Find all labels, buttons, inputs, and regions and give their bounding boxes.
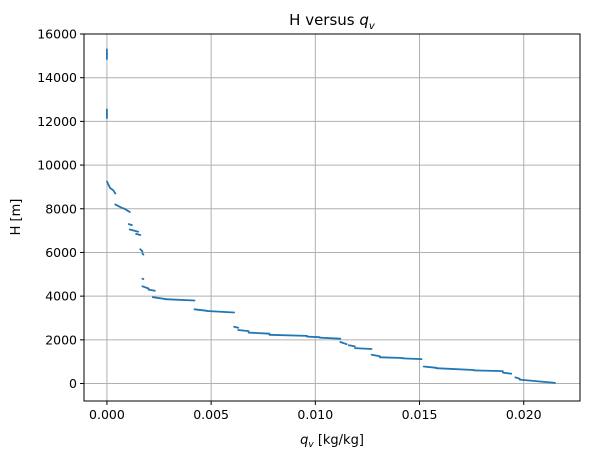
y-tick-label: 6000 (45, 245, 77, 260)
x-tick-label: 0.000 (89, 407, 125, 422)
y-tick-label: 12000 (37, 114, 77, 129)
y-tick-label: 0 (69, 376, 77, 391)
data-segment (514, 376, 521, 380)
y-tick-label: 4000 (45, 289, 77, 304)
data-segment (141, 285, 150, 290)
data-segment (237, 329, 250, 333)
chart-title: H versus qv (289, 11, 376, 32)
data-segment (127, 223, 133, 227)
y-axis-label: H [m] (9, 199, 24, 236)
y-tick-label: 14000 (37, 70, 77, 85)
data-segment (106, 180, 117, 195)
x-axis-ticks: 0.000 0.005 0.010 0.015 0.020 (89, 401, 542, 422)
data-segment (247, 331, 271, 335)
data-segment (193, 308, 208, 312)
x-axis-label: qv [kg/kg] (300, 433, 364, 450)
data-segment (233, 325, 240, 329)
x-tick-label: 0.020 (506, 407, 542, 422)
data-segment (339, 341, 348, 346)
data-segment (472, 369, 504, 373)
y-tick-label: 16000 (37, 27, 77, 42)
data-segment (401, 357, 423, 361)
x-tick-label: 0.015 (402, 407, 438, 422)
y-tick-label: 2000 (45, 332, 77, 347)
data-segment (518, 378, 556, 384)
data-segment (318, 336, 342, 340)
x-tick-label: 0.005 (193, 407, 229, 422)
data-segment (501, 371, 513, 375)
data-segment (151, 296, 167, 300)
data-segment (147, 288, 156, 292)
data-segment (347, 344, 356, 348)
data-segment (128, 228, 140, 233)
data-series (106, 48, 556, 384)
data-segment (139, 248, 144, 253)
data-segment (114, 203, 131, 213)
data-segment (353, 347, 373, 350)
data-segment (306, 335, 321, 339)
plot-frame (83, 33, 581, 402)
data-segment (435, 367, 475, 371)
x-tick-label: 0.010 (297, 407, 333, 422)
data-segment (164, 298, 196, 302)
data-segment (135, 232, 142, 236)
y-tick-label: 8000 (45, 201, 77, 216)
y-axis-ticks: 0 2000 4000 6000 8000 10000 12000 14000 16000 (37, 27, 84, 391)
data-segment (206, 310, 236, 314)
data-segment (370, 353, 381, 358)
data-segment (422, 365, 438, 369)
data-segment (268, 333, 308, 337)
data-segment (141, 252, 145, 256)
y-tick-label: 10000 (37, 158, 77, 173)
data-segment (378, 356, 404, 359)
